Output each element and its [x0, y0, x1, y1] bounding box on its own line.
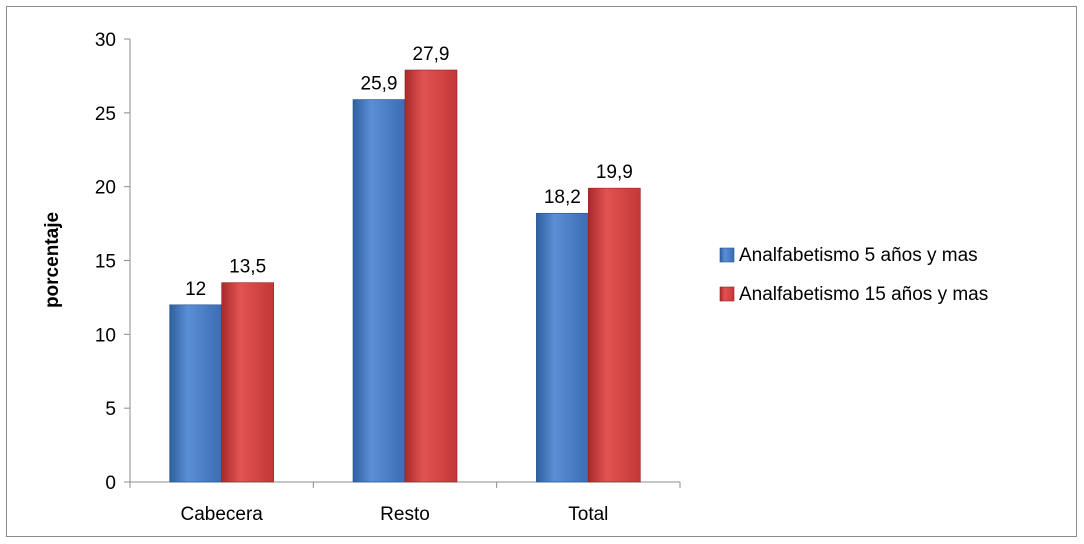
bar	[404, 69, 458, 483]
axes: 0 5 10 15 20 25 30 Cabecera Resto Total	[95, 30, 681, 525]
bar	[588, 187, 641, 483]
legend: Analfabetismo 5 años y mas Analfabetismo …	[719, 245, 988, 305]
data-label: 12	[185, 279, 206, 300]
data-labels: 12 25,9 18,2 13,5 27,9 19,9	[185, 44, 633, 300]
y-tick-label: 10	[95, 325, 116, 346]
x-category-label: Resto	[380, 504, 430, 525]
data-label: 25,9	[361, 74, 398, 95]
y-tick-label: 20	[95, 178, 116, 199]
bars	[169, 69, 641, 483]
x-category-label: Cabecera	[180, 504, 263, 525]
data-label: 13,5	[229, 257, 266, 278]
legend-label: Analfabetismo 15 años y mas	[739, 284, 988, 305]
data-label: 27,9	[413, 44, 450, 65]
y-tick-label: 25	[95, 104, 116, 125]
y-tick-label: 30	[95, 30, 116, 51]
y-axis-title: porcentaje	[42, 212, 63, 308]
legend-swatch	[719, 247, 735, 263]
bar	[536, 212, 589, 483]
data-label: 18,2	[544, 187, 581, 208]
legend-swatch	[719, 286, 735, 302]
bar	[352, 99, 406, 483]
y-tick-label: 0	[105, 473, 116, 494]
y-tick-label: 5	[105, 399, 116, 420]
bar	[169, 304, 222, 483]
data-label: 19,9	[596, 162, 633, 183]
legend-label: Analfabetismo 5 años y mas	[739, 245, 978, 266]
bar	[221, 282, 274, 483]
y-tick-label: 15	[95, 252, 116, 273]
x-category-label: Total	[568, 504, 608, 525]
